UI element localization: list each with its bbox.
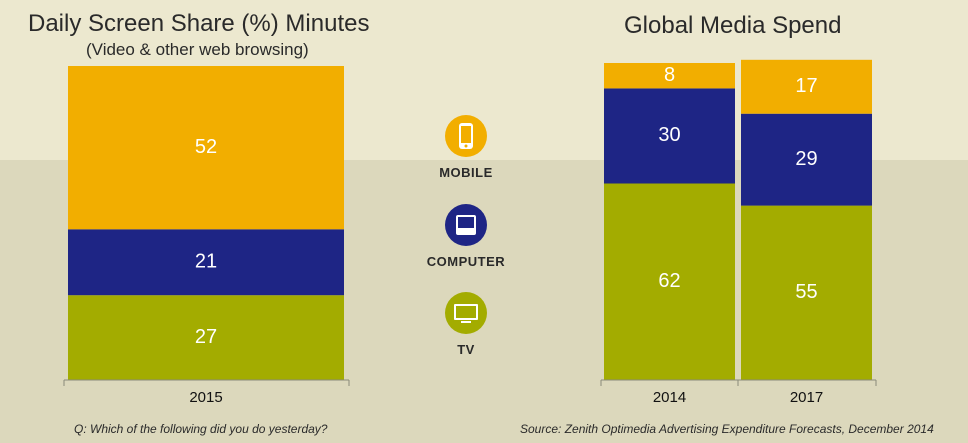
bar-2017-computer [741,113,872,206]
bar-2014-mobile [604,63,735,89]
x-tick-label-2017: 2017 [790,389,823,406]
data-label-2017-mobile: 17 [795,75,817,97]
computer-monitor-icon [445,204,487,246]
data-label-2015-computer: 21 [195,251,217,273]
data-label-2014-tv: 62 [658,270,680,292]
data-label-2015-tv: 27 [195,326,217,348]
mobile-phone-icon [445,115,487,157]
left-chart-subtitle: (Video & other web browsing) [86,40,309,59]
left-footnote: Q: Which of the following did you do yes… [74,422,328,436]
data-label-2015-mobile: 52 [195,136,217,158]
bar-2015-mobile [68,66,344,230]
legend-label-mobile: MOBILE [439,165,493,180]
data-label-2014-computer: 30 [658,124,680,146]
bar-2014-tv [604,183,735,380]
bar-2014-computer [604,88,735,184]
source-footnote: Source: Zenith Optimedia Advertising Exp… [520,422,934,436]
x-tick-label-2014: 2014 [653,389,686,406]
legend-item-computer: COMPUTER [406,204,526,269]
data-label-2017-tv: 55 [795,281,817,303]
legend-label-tv: TV [457,342,475,357]
data-label-2017-computer: 29 [795,148,817,170]
legend-item-mobile: MOBILE [406,115,526,180]
bar-2017-mobile [741,59,872,114]
bar-2015-tv [68,295,344,380]
x-tick-label-2015: 2015 [189,389,222,406]
legend-label-computer: COMPUTER [426,254,506,269]
bar-2017-tv [741,205,872,380]
data-label-2014-mobile: 8 [664,64,675,86]
bar-2015-computer [68,229,344,296]
right-chart-title: Global Media Spend [624,12,842,39]
tv-icon [445,292,487,334]
legend-item-tv: TV [406,292,526,357]
left-chart-title: Daily Screen Share (%) Minutes [28,10,370,37]
